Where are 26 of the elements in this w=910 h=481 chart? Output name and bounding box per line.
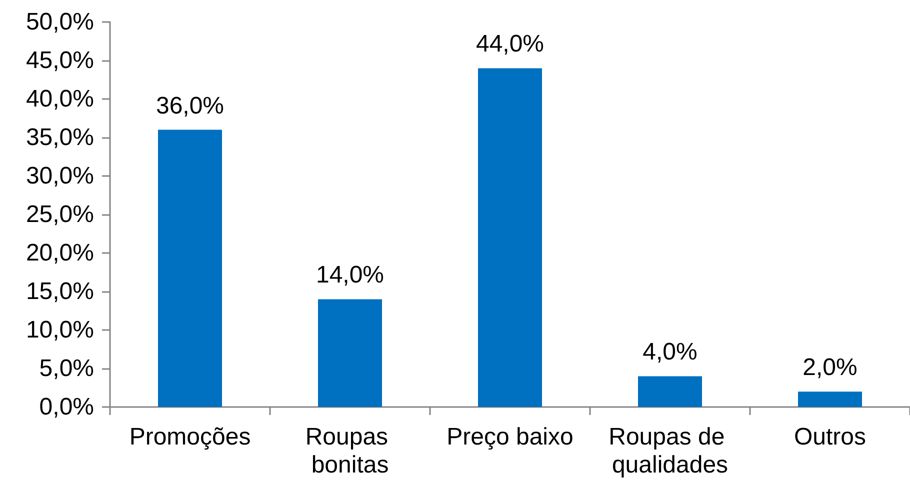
x-tick-label: Outros (794, 424, 866, 450)
y-tick-label: 30,0% (26, 162, 94, 190)
bar (798, 392, 862, 407)
bar (638, 376, 702, 407)
y-tick-label: 25,0% (26, 201, 94, 228)
y-tick-label: 15,0% (26, 278, 94, 305)
data-label: 2,0% (802, 354, 858, 382)
y-tick-label: 40,0% (26, 86, 94, 112)
data-label: 36,0% (156, 92, 224, 120)
y-tick-label: 0,0% (39, 394, 94, 420)
bar (158, 130, 222, 407)
bar (478, 68, 542, 407)
x-tick-label: Roupas bonitas (305, 424, 395, 478)
x-tick-label: Promoções (129, 424, 251, 450)
data-label: 14,0% (316, 262, 384, 289)
data-label: 4,0% (642, 338, 698, 366)
y-tick-label: 45,0% (26, 47, 94, 74)
y-tick-label: 50,0% (26, 8, 94, 36)
y-tick-label: 10,0% (26, 316, 94, 344)
y-tick-label: 5,0% (39, 355, 94, 382)
x-tick-label: Roupas de qualidades (608, 424, 732, 478)
bar (318, 299, 382, 407)
data-label: 44,0% (476, 30, 544, 58)
y-tick-label: 20,0% (26, 240, 94, 266)
x-tick-label: Preço baixo (446, 424, 574, 450)
y-tick-label: 35,0% (26, 124, 94, 151)
